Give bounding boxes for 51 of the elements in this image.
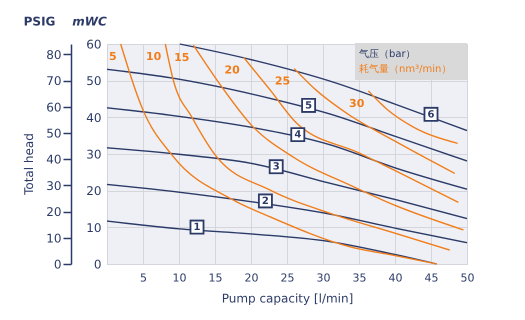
x-axis-title: Pump capacity [l/min] xyxy=(222,292,354,306)
series-label: 3 xyxy=(272,162,280,173)
y2-tick-label: 60 xyxy=(46,100,62,114)
y2-tick-label: 40 xyxy=(46,152,62,167)
x-tick-label: 50 xyxy=(460,272,474,284)
x-tick-label: 10 xyxy=(172,272,186,284)
series-label: 5 xyxy=(109,50,117,63)
series-label: 5 xyxy=(305,100,312,112)
x-tick-label: 35 xyxy=(352,272,366,284)
y2-tick-label: 10 xyxy=(46,231,62,246)
y-tick-label: 60 xyxy=(86,38,102,52)
y2-tick-label: 30 xyxy=(46,178,62,193)
y-tick-label: 40 xyxy=(86,110,102,125)
line-series xyxy=(368,90,458,144)
y-tick-label: 30 xyxy=(86,148,102,162)
series-label: 20 xyxy=(224,64,240,77)
y2-tick-label: 50 xyxy=(46,126,62,141)
x-tick-label: 20 xyxy=(244,272,258,284)
text: Total head xyxy=(22,133,36,196)
x-tick-label: 15 xyxy=(208,272,222,284)
line-series xyxy=(192,44,464,231)
y2-tick-label: 20 xyxy=(46,205,62,220)
series-label: 6 xyxy=(428,109,435,120)
series-label: 1 xyxy=(194,222,201,234)
x-tick-label: 5 xyxy=(140,272,147,284)
y-axis-title: mWC xyxy=(72,14,107,28)
series-label: 15 xyxy=(174,51,190,64)
annotation: 气压（bar） xyxy=(359,48,416,60)
x-tick-label: 30 xyxy=(316,272,330,284)
y-tick-label: 20 xyxy=(86,184,102,198)
y-tick-label: 50 xyxy=(86,74,102,88)
line-series xyxy=(164,43,450,251)
y2-tick-label: 0 xyxy=(54,258,62,272)
y2-axis-title: PSIG xyxy=(24,14,56,28)
y-tick-label: 10 xyxy=(86,220,102,235)
x-tick-label: 45 xyxy=(424,272,438,284)
series-label: 25 xyxy=(274,74,290,88)
series-label: 10 xyxy=(146,50,162,63)
y-tick-label: 0 xyxy=(94,258,102,272)
series-label: 4 xyxy=(294,130,302,141)
series-label: 2 xyxy=(262,196,269,207)
y2-tick-label: 70 xyxy=(46,74,62,88)
series-label: 30 xyxy=(349,96,365,110)
line-series xyxy=(106,220,438,265)
x-tick-label: 40 xyxy=(388,272,402,284)
y2-tick-label: 80 xyxy=(46,48,62,62)
line-series xyxy=(106,107,468,190)
x-tick-label: 25 xyxy=(280,272,294,284)
line-series xyxy=(106,147,468,220)
annotation: 耗气量（nm³/min） xyxy=(359,63,452,75)
line-series xyxy=(106,184,468,244)
